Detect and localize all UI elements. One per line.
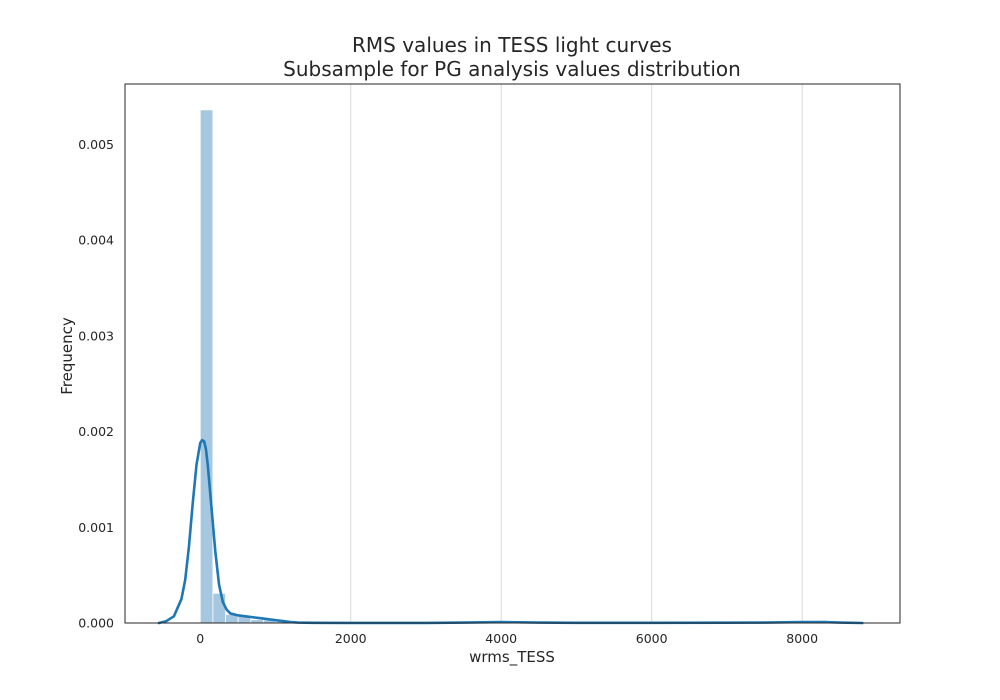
y-tick-labels: 0.000 0.001 0.002 0.003 0.004 0.005 [78,137,114,631]
x-axis-label: wrms_TESS [469,648,555,667]
y-tick-label: 0.005 [78,137,114,152]
grid-lines [350,84,803,623]
chart-subtitle: Subsample for PG analysis values distrib… [283,57,741,81]
kde-curve-layer [157,438,864,625]
x-tick-label: 4000 [485,631,517,646]
x-tick-label: 6000 [636,631,668,646]
y-axis-label: Frequency [58,317,76,395]
kde-curve [157,438,864,625]
histogram-bars [199,109,328,624]
y-tick-label: 0.003 [78,328,114,343]
histogram-bar [199,109,214,624]
y-tick-label: 0.002 [78,424,114,439]
x-tick-label: 0 [196,631,204,646]
histogram-bar [250,619,264,624]
x-tick-label: 2000 [335,631,367,646]
histogram-bar [212,592,226,624]
chart-title: RMS values in TESS light curves [352,33,672,57]
x-tick-label: 8000 [786,631,818,646]
x-tick-labels: 0 2000 4000 6000 8000 [196,631,818,646]
y-tick-label: 0.004 [78,233,114,248]
y-tick-label: 0.001 [78,520,114,535]
y-tick-label: 0.000 [78,616,114,631]
plot-frame [124,83,901,624]
